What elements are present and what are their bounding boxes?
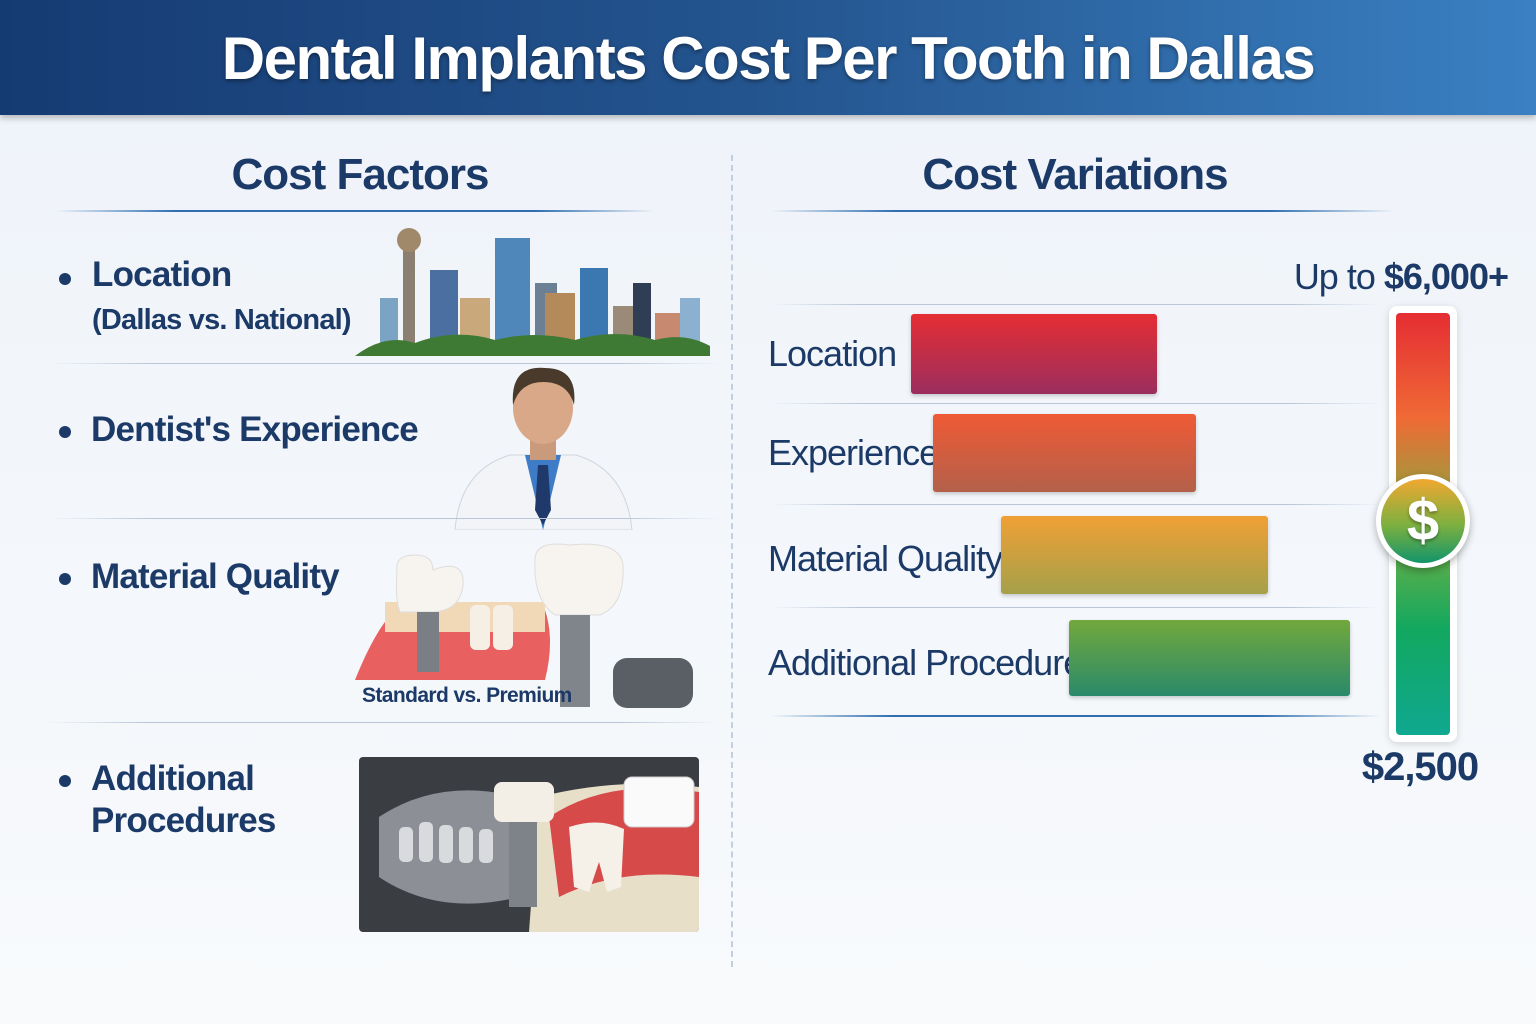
factor-procedures-label: Additional — [91, 759, 255, 798]
cost-variations-heading: Cost Variations — [922, 150, 1228, 199]
bar-additional-procedures — [1069, 620, 1350, 696]
separator — [770, 607, 1380, 608]
bar-label-location: Location — [768, 333, 897, 374]
separator — [45, 722, 720, 723]
xray-procedures-image — [359, 757, 699, 932]
bars-baseline — [770, 715, 1380, 717]
separator — [770, 403, 1380, 404]
separator — [50, 363, 720, 364]
bullet — [59, 775, 71, 787]
bar-location — [911, 314, 1157, 394]
dollar-coin-icon: $ — [1376, 474, 1470, 568]
heading-underline — [55, 210, 655, 212]
separator — [50, 518, 720, 519]
factor-location-label: Location — [92, 255, 232, 294]
heading-underline — [770, 210, 1395, 212]
column-divider — [731, 155, 733, 967]
bar-label-experience: Experience — [768, 432, 939, 473]
factor-procedures-label-line2: Procedures — [91, 801, 276, 840]
factor-material-label: Material Quality — [91, 557, 340, 596]
bullet — [59, 573, 71, 585]
max-cost-label: Up to $6,000+ — [1293, 256, 1509, 298]
material-caption: Standard vs. Premium — [362, 684, 572, 707]
factor-experience-label: Dentist's Experience — [91, 410, 419, 449]
separator — [770, 304, 1380, 305]
factor-location-sub: (Dallas vs. National) — [92, 304, 352, 336]
separator — [770, 504, 1380, 505]
page-title: Dental Implants Cost Per Tooth in Dallas — [221, 25, 1316, 92]
min-cost-label: $2,500 — [1361, 745, 1479, 789]
bullet — [59, 273, 71, 285]
max-cost-value: $6,000+ — [1383, 256, 1509, 297]
bar-label-additional-procedures: Additional Procedures — [768, 642, 1100, 683]
dentist-portrait-image — [454, 367, 633, 530]
bar-material-quality — [1001, 516, 1268, 594]
cost-factors-heading: Cost Factors — [231, 150, 490, 199]
dental-implants-image — [355, 543, 693, 708]
bar-experience — [933, 414, 1196, 492]
dallas-skyline-image — [355, 228, 710, 356]
bar-label-material-quality: Material Quality — [768, 538, 1003, 579]
max-cost-prefix: Up to — [1293, 256, 1384, 297]
header-banner — [0, 0, 1536, 115]
bullet — [59, 426, 71, 438]
